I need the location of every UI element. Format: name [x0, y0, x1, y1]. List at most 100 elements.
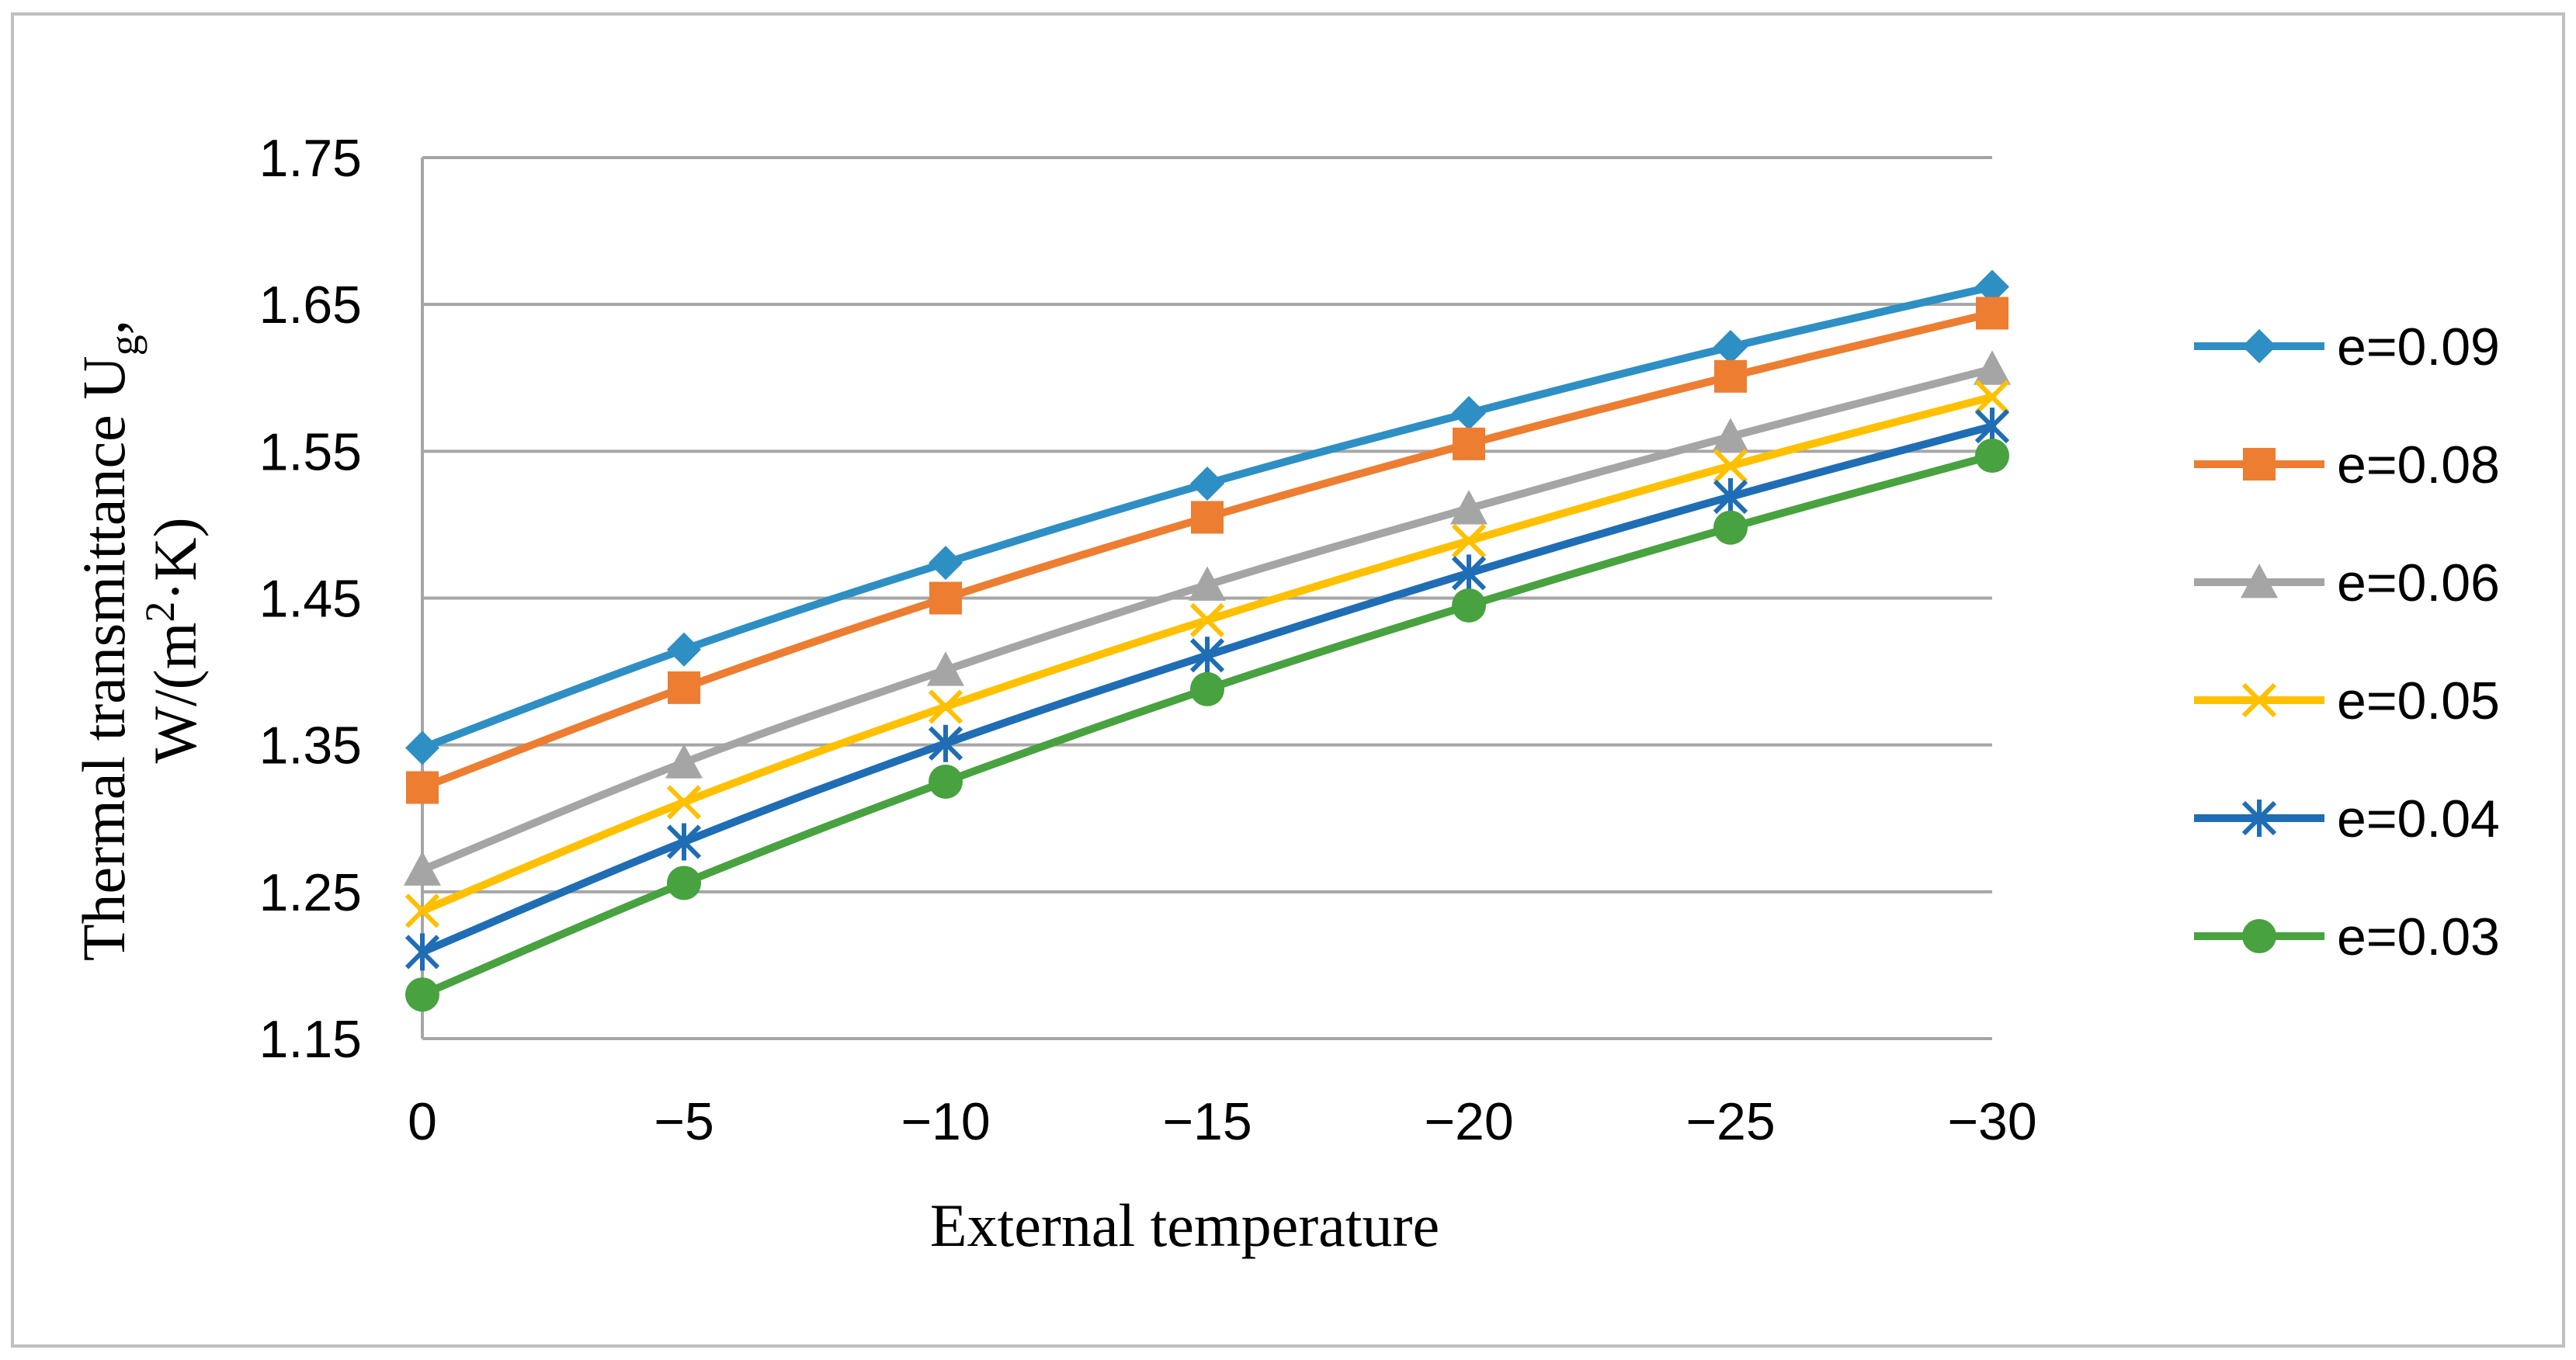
x-tick-label: −25: [1686, 1092, 1775, 1151]
legend-label: e=0.03: [2337, 907, 2500, 966]
data-point-marker: [1713, 510, 1748, 545]
data-point-marker-stroke: [666, 785, 702, 820]
data-point-marker: [929, 546, 963, 581]
data-point-marker: [1713, 330, 1748, 365]
data-point-marker: [1713, 449, 1748, 484]
series-e=0.09: [405, 269, 2009, 765]
legend-item: e=0.04: [2194, 789, 2500, 848]
data-point-marker: [1452, 588, 1486, 623]
x-tick-label: −10: [901, 1092, 990, 1151]
legend-item: e=0.05: [2194, 671, 2500, 730]
data-point-marker: [667, 632, 701, 667]
x-tick-labels: 0 −5 −10 −15 −20 −25 −30: [408, 1092, 2037, 1151]
data-point-marker: [927, 651, 964, 686]
data-point-marker: [406, 771, 439, 804]
y-tick-label: 1.25: [259, 863, 362, 922]
data-point-marker: [665, 744, 703, 779]
series-e=0.08: [406, 297, 2008, 804]
x-tick-label: −15: [1162, 1092, 1252, 1151]
legend-item: e=0.06: [2194, 553, 2500, 612]
data-point-marker: [1975, 439, 2009, 474]
series-e=0.05: [404, 380, 2010, 928]
legend-swatch-marker: [2242, 329, 2276, 363]
x-tick-label: −30: [1947, 1092, 2036, 1151]
y-axis-title-unit-prefix: W/(m: [141, 623, 209, 764]
data-point-marker: [1451, 523, 1487, 558]
data-point-marker-stroke: [1451, 523, 1487, 558]
y-tick-label: 1.75: [259, 129, 362, 188]
data-point-marker: [928, 689, 963, 724]
x-tick-label: 0: [408, 1092, 437, 1151]
data-point-marker: [1453, 427, 1485, 460]
data-point-marker: [1190, 466, 1224, 501]
data-point-marker: [1452, 396, 1486, 431]
data-point-marker: [1189, 566, 1226, 601]
data-point-marker-stroke: [928, 689, 963, 724]
data-point-marker: [405, 977, 439, 1012]
x-tick-label: −20: [1424, 1092, 1513, 1151]
x-tick-label: −5: [654, 1092, 714, 1151]
data-point-marker-stroke: [1189, 602, 1225, 637]
data-point-marker: [928, 724, 963, 762]
legend-label: e=0.06: [2337, 553, 2500, 612]
data-point-marker: [1976, 297, 2008, 330]
data-point-marker-stroke: [1974, 380, 2010, 415]
legend: e=0.09 e=0.08 e=0.06 e=0.05 e=0.04 e=0.03: [2194, 317, 2500, 966]
x-axis-title: External temperature: [930, 1192, 1439, 1259]
y-axis-title-line1: Thermal transmittance Ug,: [70, 320, 148, 961]
legend-swatch-marker: [2243, 448, 2276, 481]
legend-label: e=0.04: [2337, 789, 2500, 848]
data-point-marker-stroke: [404, 893, 440, 928]
legend-label: e=0.09: [2337, 317, 2500, 376]
legend-swatch-marker: [2241, 800, 2277, 837]
y-axis-title-comma: ,: [70, 320, 137, 335]
y-axis-title-main: Thermal transmittance U: [70, 356, 137, 961]
data-point-marker-stroke: [1713, 449, 1748, 484]
legend-swatch-marker: [2241, 564, 2278, 598]
data-point-marker: [1975, 269, 2009, 304]
series-e=0.06: [404, 350, 2011, 886]
legend-item: e=0.08: [2194, 435, 2500, 494]
data-point-marker: [1974, 350, 2011, 385]
y-axis-title-subscript: g: [101, 335, 148, 356]
data-point-marker: [1190, 671, 1224, 706]
legend-swatch-marker-stroke: [2241, 682, 2277, 718]
legend-item: e=0.09: [2194, 317, 2500, 376]
data-point-marker: [1450, 490, 1488, 525]
y-axis-title-unit-suffix: ·K): [141, 517, 209, 601]
y-tick-label: 1.55: [259, 422, 362, 481]
legend-item: e=0.03: [2194, 907, 2500, 966]
y-tick-label: 1.45: [259, 570, 362, 629]
y-tick-labels: 1.15 1.25 1.35 1.45 1.55 1.65 1.75: [259, 129, 362, 1069]
data-point-marker: [1714, 359, 1747, 393]
data-point-marker: [1451, 554, 1487, 592]
y-axis-title-superscript: 2: [137, 602, 183, 623]
series-layer: [404, 269, 2011, 1012]
y-tick-label: 1.65: [259, 276, 362, 335]
y-axis-title-line2: W/(m2·K): [137, 517, 209, 763]
data-point-marker: [668, 671, 700, 704]
data-point-marker: [666, 823, 702, 861]
y-axis-title: Thermal transmittance Ug, W/(m2·K): [70, 320, 209, 961]
data-point-marker: [404, 851, 441, 886]
data-point-marker: [1974, 380, 2010, 415]
data-point-marker: [667, 866, 701, 900]
data-point-marker: [929, 764, 963, 799]
y-tick-label: 1.35: [259, 716, 362, 775]
data-point-marker: [1191, 501, 1224, 534]
chart-frame: [11, 12, 2565, 1348]
data-point-marker: [929, 581, 962, 615]
legend-label: e=0.08: [2337, 435, 2500, 494]
data-point-marker: [404, 933, 440, 971]
series-e=0.03: [405, 439, 2009, 1012]
data-point-marker: [1712, 418, 1749, 453]
data-point-marker: [404, 893, 440, 928]
data-point-marker: [1189, 602, 1225, 637]
y-tick-label: 1.15: [259, 1010, 362, 1069]
data-point-marker: [1189, 637, 1225, 675]
legend-label: e=0.05: [2337, 671, 2500, 730]
data-point-marker: [666, 785, 702, 820]
series-e=0.04: [404, 408, 2010, 971]
legend-swatch-marker: [2242, 919, 2276, 953]
